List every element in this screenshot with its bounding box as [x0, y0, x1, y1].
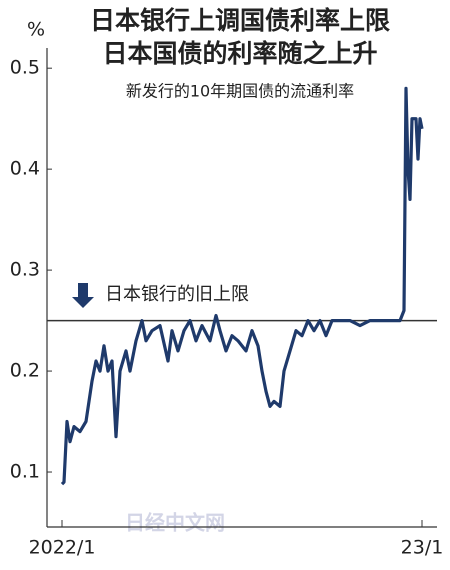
watermark: 日经中文网: [125, 511, 225, 535]
chart-subtitle: 新发行的10年期国债的流通利率: [126, 82, 354, 101]
y-tick-label: 0.2: [10, 360, 40, 382]
data-line: [60, 86, 424, 486]
chart-title: 日本银行上调国债利率上限: [90, 6, 390, 35]
y-tick-label: 0.3: [10, 259, 40, 281]
y-tick-label: 0.5: [10, 57, 40, 79]
y-unit: %: [27, 19, 45, 41]
x-tick-label: 23/1: [401, 537, 444, 559]
x-tick-label: 2022/1: [29, 537, 96, 559]
arrow-icon: [72, 283, 94, 308]
reference-label: 日本银行的旧上限: [105, 284, 249, 305]
y-tick-label: 0.1: [10, 461, 40, 483]
y-tick-label: 0.4: [10, 158, 40, 180]
chart-title: 日本国债的利率随之上升: [102, 39, 377, 68]
